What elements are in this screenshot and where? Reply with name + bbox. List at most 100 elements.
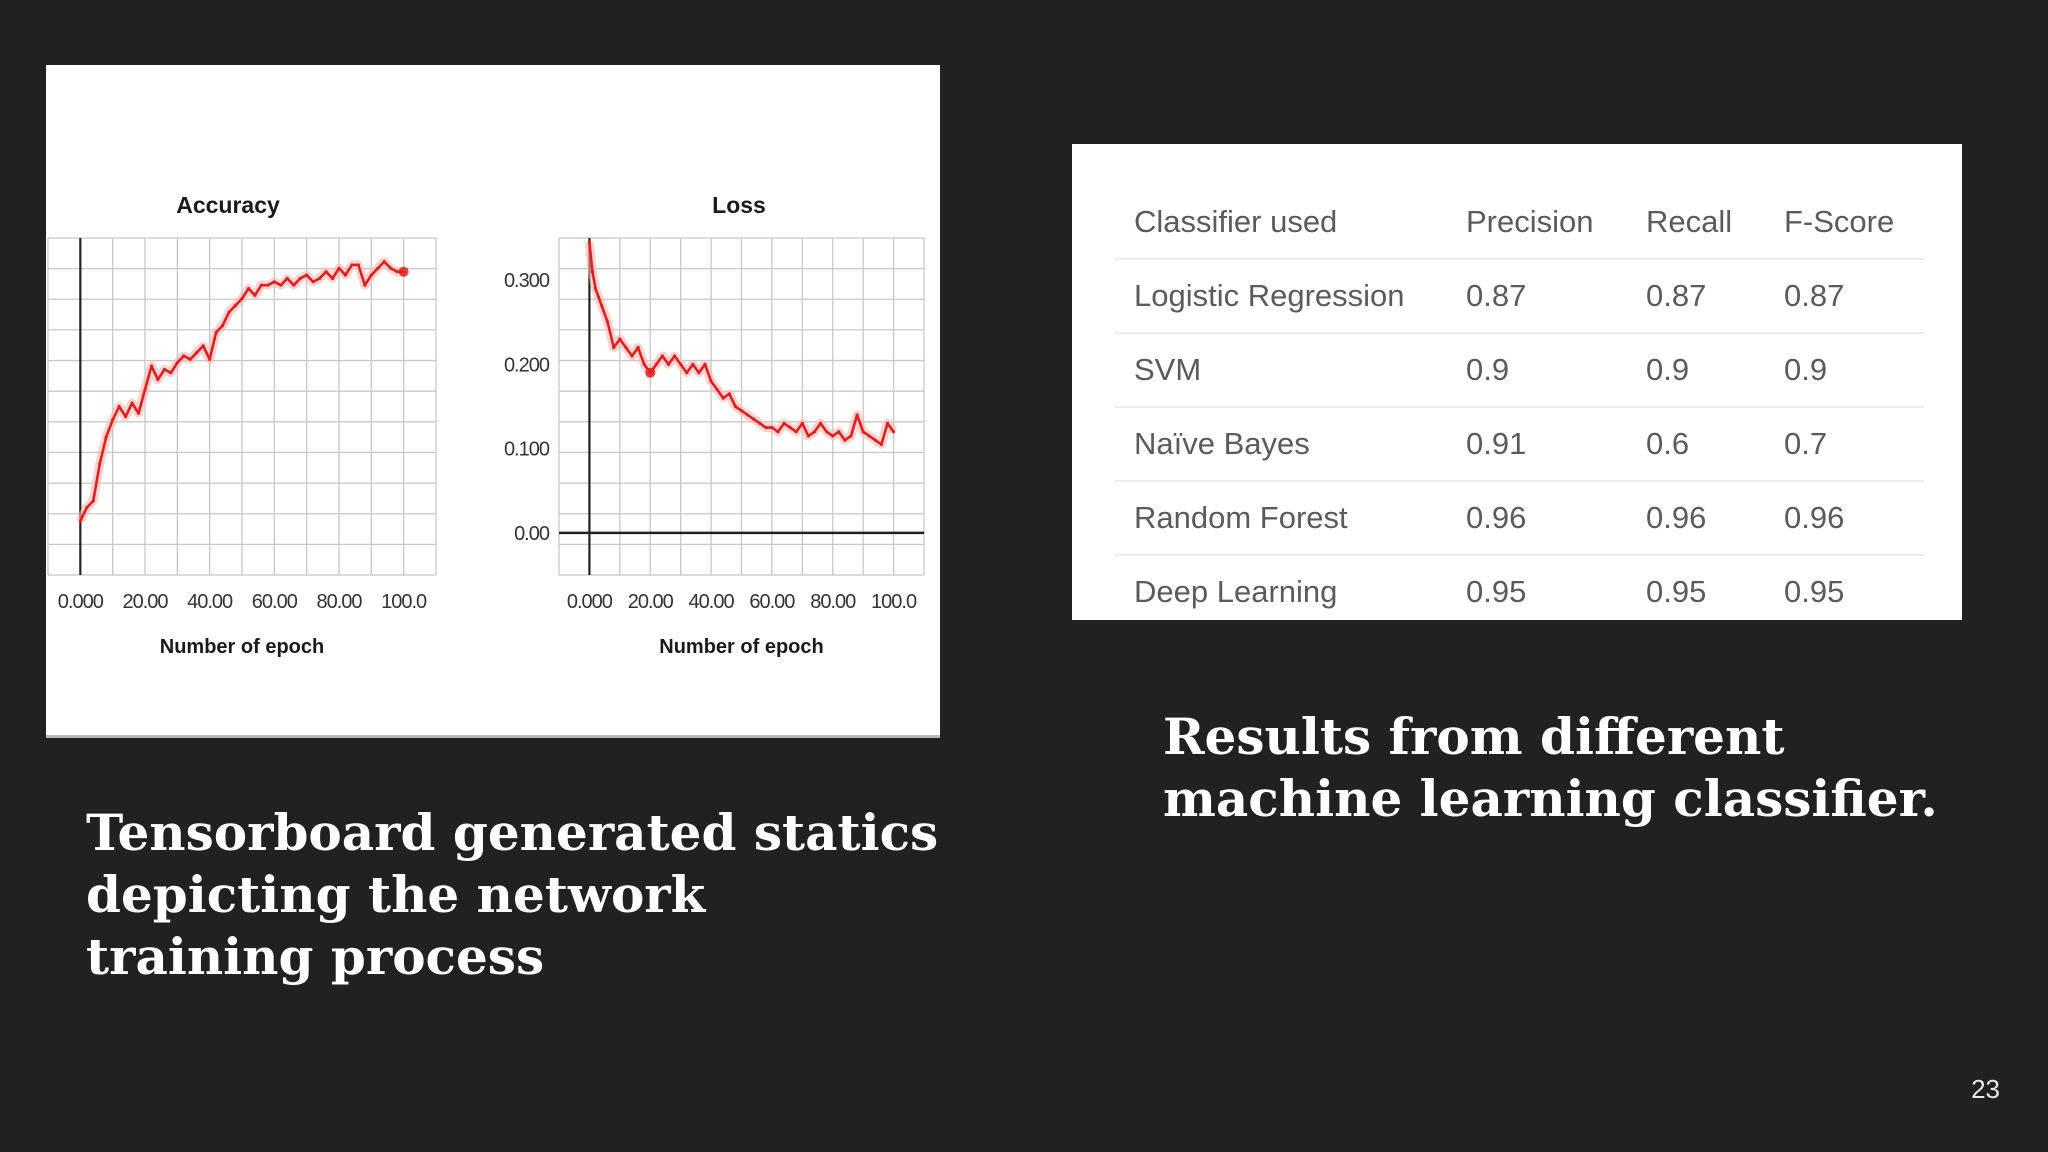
accuracy-data-point: [104, 435, 108, 439]
accuracy-data-point: [143, 388, 147, 392]
accuracy-data-point: [130, 401, 134, 405]
loss-data-point: [745, 413, 750, 417]
loss-data-point: [691, 362, 695, 366]
accuracy-data-point: [98, 462, 102, 466]
accuracy-data-point: [318, 276, 322, 281]
loss-data-point: [873, 438, 877, 442]
cell-classifier: SVM: [1114, 333, 1446, 408]
loss-data-point: [733, 404, 738, 409]
accuracy-data-point: [259, 283, 263, 287]
accuracy-data-point: [272, 280, 276, 284]
header-precision: Precision: [1446, 186, 1626, 260]
loss-data-point: [599, 303, 604, 307]
accuracy-data-point: [162, 367, 166, 372]
accuracy-data-point: [85, 506, 89, 510]
loss-data-point: [855, 413, 859, 417]
cell-precision: 0.9: [1446, 333, 1626, 408]
accuracy-data-point: [266, 283, 270, 287]
cell-recall: 0.87: [1626, 259, 1764, 334]
accuracy-data-point: [227, 310, 231, 314]
accuracy-data-point: [240, 297, 244, 301]
loss-marker: [645, 367, 656, 378]
accuracy-marker: [398, 266, 409, 277]
loss-data-point: [800, 421, 804, 425]
loss-data-point: [770, 425, 774, 430]
loss-data-point: [739, 409, 744, 413]
results-table-panel: Classifier used Precision Recall F-Score…: [1072, 144, 1962, 620]
tensorboard-charts-panel: Accuracy Number of epoch 0.000 20.00 40.00 60…: [46, 65, 940, 738]
loss-data-point: [654, 362, 658, 366]
accuracy-data-point: [175, 361, 179, 365]
table-row: Naïve Bayes 0.91 0.6 0.7: [1114, 407, 1924, 482]
loss-data-point: [685, 371, 689, 375]
loss-data-point: [612, 345, 616, 350]
accuracy-data-point: [363, 283, 367, 287]
loss-data-point: [606, 320, 610, 324]
accuracy-data-point: [279, 283, 283, 287]
accuracy-data-point: [221, 324, 225, 328]
loss-data-point: [593, 286, 598, 291]
header-fscore: F-Score: [1764, 186, 1924, 260]
accuracy-data-point: [343, 273, 348, 277]
accuracy-data-point: [111, 418, 115, 422]
loss-data-point: [590, 270, 595, 274]
cell-recall: 0.9: [1626, 333, 1764, 408]
accuracy-data-point: [124, 415, 128, 419]
accuracy-data-point: [389, 266, 393, 270]
loss-data-point: [843, 438, 847, 442]
accuracy-data-point: [298, 276, 302, 281]
loss-x-tick-label: 100.0: [871, 591, 917, 613]
charts-caption: Tensorboard generated statics depicting …: [86, 803, 939, 986]
loss-data-point: [885, 421, 890, 425]
table-row: Deep Learning 0.95 0.95 0.95: [1114, 555, 1924, 628]
cell-recall: 0.96: [1626, 481, 1764, 556]
loss-data-point: [861, 430, 865, 434]
cell-precision: 0.87: [1446, 259, 1626, 334]
loss-data-point: [776, 430, 780, 434]
loss-data-point: [697, 371, 701, 375]
accuracy-data-point: [292, 283, 296, 287]
accuracy-data-point: [156, 377, 160, 382]
accuracy-data-point: [136, 411, 141, 415]
loss-x-tick-label: 20.00: [628, 591, 674, 613]
accuracy-data-point: [337, 266, 341, 270]
accuracy-data-point: [253, 293, 257, 297]
loss-data-point: [788, 425, 792, 430]
loss-data-point: [666, 362, 671, 366]
loss-data-point: [709, 379, 713, 383]
table-header-row: Classifier used Precision Recall F-Score: [1114, 186, 1924, 260]
accuracy-x-tick-label: 20.00: [122, 591, 168, 613]
cell-recall: 0.6: [1626, 407, 1764, 482]
accuracy-data-point: [233, 303, 238, 307]
loss-data-point: [806, 434, 811, 438]
table-caption: Results from different machine learning …: [1163, 707, 1938, 828]
loss-data-point: [752, 417, 756, 421]
accuracy-data-point: [285, 276, 289, 281]
loss-y-tick-label: 0.100: [504, 439, 550, 461]
accuracy-data-point: [78, 519, 82, 523]
accuracy-chart-title: Accuracy: [176, 192, 280, 218]
loss-data-point: [703, 362, 707, 366]
tensorboard-charts: Accuracy Number of epoch 0.000 20.00 40.00 60…: [47, 192, 925, 658]
loss-y-tick-label: 0.300: [504, 270, 550, 292]
loss-data-point: [679, 362, 683, 366]
accuracy-data-point: [195, 350, 199, 355]
loss-data-point: [672, 354, 677, 358]
accuracy-data-point: [182, 354, 186, 358]
cell-precision: 0.96: [1446, 481, 1626, 556]
accuracy-x-tick-label: 100.0: [381, 591, 427, 613]
loss-data-point: [867, 434, 871, 438]
cell-fscore: 0.95: [1784, 574, 1845, 609]
cell-fscore: 0.96: [1764, 481, 1924, 556]
accuracy-data-point: [169, 371, 173, 375]
accuracy-data-point: [117, 404, 121, 409]
header-recall: Recall: [1626, 186, 1764, 260]
cell-precision: 0.95: [1466, 574, 1527, 609]
loss-data-point: [624, 345, 628, 350]
loss-data-point: [818, 421, 823, 425]
loss-data-point: [715, 388, 719, 392]
accuracy-data-point: [188, 357, 192, 361]
results-table: Classifier used Precision Recall F-Score…: [1114, 186, 1924, 628]
accuracy-data-point: [214, 330, 218, 334]
accuracy-data-point: [376, 266, 380, 270]
